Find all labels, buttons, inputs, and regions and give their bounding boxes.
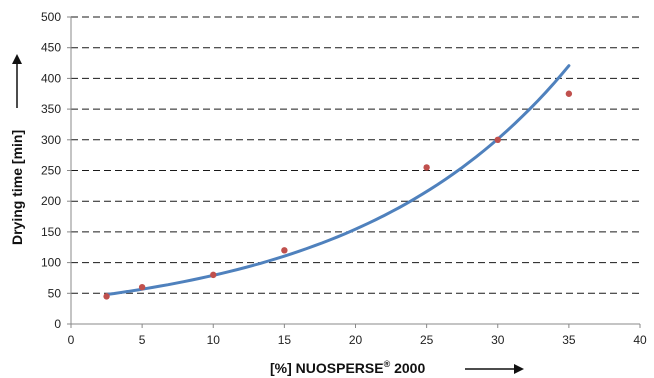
y-tick-label: 350 bbox=[41, 102, 61, 116]
gridlines bbox=[71, 16, 640, 294]
y-tick-labels: 0 50 100 150 200 250 300 350 400 450 500 bbox=[41, 10, 71, 331]
x-tick-label: 25 bbox=[420, 333, 434, 347]
y-tick-label: 200 bbox=[41, 194, 61, 208]
y-tick-label: 0 bbox=[54, 317, 61, 331]
data-point bbox=[281, 247, 288, 254]
y-tick-label: 300 bbox=[41, 133, 61, 147]
x-tick-label: 30 bbox=[491, 333, 505, 347]
data-point bbox=[103, 293, 110, 300]
data-point bbox=[565, 90, 573, 97]
x-tick-label: 5 bbox=[139, 333, 146, 347]
x-tick-label: 0 bbox=[68, 333, 75, 347]
y-tick-label: 100 bbox=[41, 256, 61, 270]
x-tick-label: 15 bbox=[278, 333, 292, 347]
y-axis-arrow-icon bbox=[12, 54, 22, 108]
x-axis-title: [%] NUOSPERSE® 2000 bbox=[270, 359, 425, 376]
data-point bbox=[494, 136, 501, 143]
x-axis-arrow-icon bbox=[465, 364, 524, 374]
data-point bbox=[210, 271, 217, 279]
y-tick-label: 500 bbox=[41, 10, 61, 24]
x-tick-label: 35 bbox=[562, 333, 576, 347]
y-tick-label: 150 bbox=[41, 225, 61, 239]
data-point bbox=[423, 164, 430, 171]
data-point bbox=[138, 283, 146, 291]
y-tick-label: 250 bbox=[41, 164, 61, 178]
x-tick-labels: 0 5 10 15 20 25 30 35 40 bbox=[68, 324, 647, 347]
data-points bbox=[103, 90, 573, 300]
y-tick-label: 400 bbox=[41, 71, 61, 85]
axes bbox=[70, 17, 640, 325]
y-axis-title: Drying time [min] bbox=[9, 130, 25, 245]
trendline bbox=[105, 64, 571, 296]
x-tick-label: 20 bbox=[349, 333, 363, 347]
x-tick-label: 40 bbox=[633, 333, 647, 347]
x-tick-label: 10 bbox=[207, 333, 221, 347]
y-tick-label: 50 bbox=[48, 286, 62, 300]
y-tick-label: 450 bbox=[41, 41, 61, 55]
